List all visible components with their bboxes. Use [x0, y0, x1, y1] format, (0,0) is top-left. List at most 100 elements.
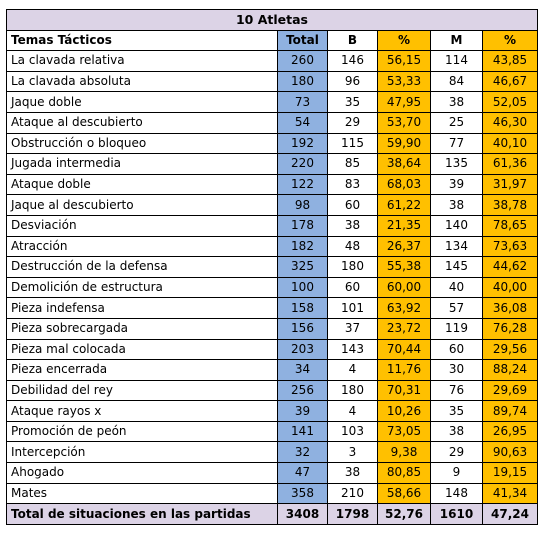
cell-m: 39: [430, 173, 483, 196]
cell-b-pct: 21,35: [377, 214, 431, 237]
header-b: B: [327, 29, 378, 52]
cell-tema: Demolición de estructura: [6, 276, 278, 299]
cell-b: 143: [327, 338, 378, 361]
cell-m-pct: 41,34: [482, 482, 538, 505]
cell-tema: Promoción de peón: [6, 420, 278, 443]
cell-b: 60: [327, 194, 378, 216]
table-row: La clavada absoluta 180 96 53,33 84 46,67: [6, 70, 538, 93]
table-row: Atracción 182 48 26,37 134 73,63: [6, 235, 538, 258]
cell-total: 325: [277, 256, 328, 278]
cell-m-pct: 29,69: [482, 379, 538, 402]
table-row: Jaque doble 73 35 47,95 38 52,05: [6, 91, 538, 113]
cell-m: 148: [430, 482, 483, 505]
cell-tema: Jaque doble: [6, 91, 278, 113]
table-title: 10 Atletas: [6, 9, 538, 31]
header-temas: Temas Tácticos: [6, 29, 278, 52]
cell-b: 29: [327, 111, 378, 134]
cell-m-pct: 29,56: [482, 338, 538, 361]
cell-m: 114: [430, 50, 483, 72]
footer-b-pct: 52,76: [377, 503, 431, 525]
table-row: Obstrucción o bloqueo 192 115 59,90 77 40,10: [6, 132, 538, 155]
table-row: Jaque al descubierto 98 60 61,22 38 38,78: [6, 194, 538, 216]
cell-total: 73: [277, 91, 328, 113]
cell-b-pct: 10,26: [377, 400, 431, 422]
header-row: Temas Tácticos Total B % M %: [6, 29, 538, 52]
cell-m-pct: 61,36: [482, 153, 538, 175]
cell-tema: Obstrucción o bloqueo: [6, 132, 278, 155]
cell-m: 38: [430, 194, 483, 216]
cell-tema: Mates: [6, 482, 278, 505]
cell-m-pct: 89,74: [482, 400, 538, 422]
cell-tema: Atracción: [6, 235, 278, 258]
cell-m: 38: [430, 91, 483, 113]
cell-b-pct: 73,05: [377, 420, 431, 443]
cell-m: 9: [430, 462, 483, 484]
cell-total: 192: [277, 132, 328, 155]
cell-m: 25: [430, 111, 483, 134]
cell-tema: La clavada relativa: [6, 50, 278, 72]
table-row: Pieza sobrecargada 156 37 23,72 119 76,28: [6, 317, 538, 340]
cell-b: 35: [327, 91, 378, 113]
cell-total: 256: [277, 379, 328, 402]
footer-total: 3408: [277, 503, 328, 525]
cell-m: 40: [430, 276, 483, 299]
cell-b-pct: 61,22: [377, 194, 431, 216]
cell-b: 4: [327, 359, 378, 381]
cell-m: 134: [430, 235, 483, 258]
cell-tema: Ataque doble: [6, 173, 278, 196]
cell-b-pct: 53,33: [377, 70, 431, 93]
cell-tema: Debilidad del rey: [6, 379, 278, 402]
cell-total: 358: [277, 482, 328, 505]
cell-m: 38: [430, 420, 483, 443]
cell-m-pct: 31,97: [482, 173, 538, 196]
cell-b-pct: 63,92: [377, 297, 431, 319]
header-b-pct: %: [377, 29, 431, 52]
table-row: Pieza encerrada 34 4 11,76 30 88,24: [6, 359, 538, 381]
cell-b-pct: 26,37: [377, 235, 431, 258]
title-row: 10 Atletas: [6, 9, 538, 31]
cell-m: 84: [430, 70, 483, 93]
cell-b-pct: 53,70: [377, 111, 431, 134]
footer-label: Total de situaciones en las partidas: [6, 503, 278, 525]
cell-m: 76: [430, 379, 483, 402]
cell-b-pct: 59,90: [377, 132, 431, 155]
cell-b-pct: 38,64: [377, 153, 431, 175]
cell-b-pct: 55,38: [377, 256, 431, 278]
cell-m: 29: [430, 441, 483, 464]
cell-b: 4: [327, 400, 378, 422]
cell-tema: Ataque al descubierto: [6, 111, 278, 134]
cell-total: 32: [277, 441, 328, 464]
cell-b-pct: 23,72: [377, 317, 431, 340]
cell-m-pct: 88,24: [482, 359, 538, 381]
cell-m-pct: 43,85: [482, 50, 538, 72]
cell-tema: Ataque rayos x: [6, 400, 278, 422]
cell-m: 30: [430, 359, 483, 381]
table-row: Destrucción de la defensa 325 180 55,38 145 4…: [6, 256, 538, 278]
cell-m-pct: 73,63: [482, 235, 538, 258]
cell-tema: Destrucción de la defensa: [6, 256, 278, 278]
footer-m: 1610: [430, 503, 483, 525]
cell-total: 47: [277, 462, 328, 484]
cell-m-pct: 38,78: [482, 194, 538, 216]
cell-m-pct: 36,08: [482, 297, 538, 319]
table-row: Ataque rayos x 39 4 10,26 35 89,74: [6, 400, 538, 422]
cell-m-pct: 78,65: [482, 214, 538, 237]
table-row: Demolición de estructura 100 60 60,00 40 40,0…: [6, 276, 538, 299]
cell-total: 178: [277, 214, 328, 237]
cell-b: 210: [327, 482, 378, 505]
cell-m: 60: [430, 338, 483, 361]
cell-total: 180: [277, 70, 328, 93]
cell-b: 115: [327, 132, 378, 155]
cell-m-pct: 26,95: [482, 420, 538, 443]
cell-b: 38: [327, 214, 378, 237]
cell-m-pct: 40,00: [482, 276, 538, 299]
cell-m-pct: 52,05: [482, 91, 538, 113]
cell-b: 3: [327, 441, 378, 464]
cell-b: 37: [327, 317, 378, 340]
cell-m: 119: [430, 317, 483, 340]
cell-total: 156: [277, 317, 328, 340]
cell-b-pct: 80,85: [377, 462, 431, 484]
cell-b: 60: [327, 276, 378, 299]
cell-b: 101: [327, 297, 378, 319]
table-row: Pieza indefensa 158 101 63,92 57 36,08: [6, 297, 538, 319]
